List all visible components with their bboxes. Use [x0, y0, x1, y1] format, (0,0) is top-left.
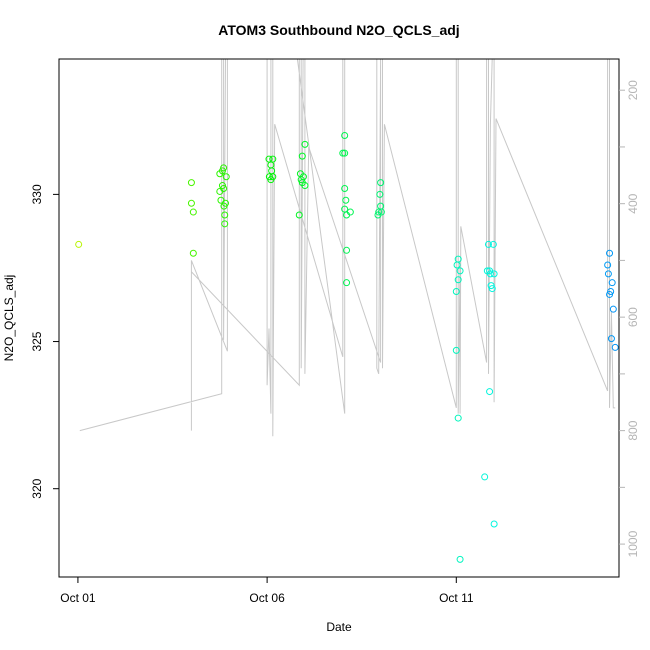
- altitude-profile-line: [79, 58, 616, 437]
- data-point: [269, 155, 277, 163]
- data-point: [339, 149, 347, 157]
- data-point: [453, 261, 461, 269]
- x-tick-label: Oct 01: [60, 591, 96, 605]
- y-tick-label: 325: [30, 331, 44, 351]
- data-point: [220, 164, 228, 172]
- data-point: [222, 173, 230, 181]
- x-tick-label: Oct 11: [439, 591, 474, 605]
- data-point: [376, 190, 384, 198]
- data-point: [452, 346, 460, 354]
- data-point: [295, 211, 303, 219]
- data-point: [486, 388, 494, 396]
- data-point: [187, 179, 195, 187]
- data-point: [604, 270, 612, 278]
- data-point: [221, 220, 229, 228]
- data-point: [221, 211, 229, 219]
- data-point: [343, 279, 351, 287]
- data-point: [267, 176, 275, 184]
- data-point: [609, 305, 617, 313]
- x-tick-label: Oct 06: [249, 591, 285, 605]
- data-point: [221, 199, 229, 207]
- data-point: [486, 270, 494, 278]
- data-point: [220, 185, 228, 192]
- data-point: [456, 267, 464, 275]
- data-point: [488, 285, 496, 293]
- data-point: [490, 270, 498, 278]
- data-point: [484, 240, 492, 248]
- data-point: [268, 167, 276, 175]
- x-axis-label: Date: [326, 620, 352, 634]
- data-point: [75, 240, 83, 248]
- y2-tick-label: 1000: [626, 530, 640, 557]
- chart-title: ATOM3 Southbound N2O_QCLS_adj: [218, 22, 459, 38]
- data-point: [298, 152, 306, 160]
- data-point: [490, 520, 498, 528]
- x-axis: Oct 01 Oct 06 Oct 11: [60, 577, 474, 605]
- data-point: [604, 261, 612, 269]
- data-point: [301, 182, 309, 190]
- y2-tick-label: 200: [626, 80, 640, 100]
- data-point: [454, 255, 462, 263]
- data-point: [187, 199, 195, 207]
- data-point: [377, 208, 385, 216]
- y2-tick-label: 400: [626, 193, 640, 213]
- data-point: [489, 240, 497, 248]
- data-point: [341, 132, 349, 140]
- data-points-layer: [75, 132, 619, 563]
- data-point: [454, 276, 462, 284]
- data-point: [607, 288, 615, 296]
- secondary-y-axis: 200 400 600 800 1000: [619, 80, 640, 557]
- data-point: [343, 246, 351, 254]
- data-point: [342, 196, 350, 204]
- y-tick-label: 320: [30, 478, 44, 498]
- data-point: [611, 343, 619, 351]
- data-point: [452, 288, 460, 296]
- y-axis: 320 325 330: [30, 184, 59, 499]
- data-point: [299, 173, 307, 181]
- data-point: [454, 414, 462, 422]
- data-point: [189, 249, 197, 257]
- profile-line-layer: [79, 58, 616, 437]
- data-point: [377, 179, 385, 187]
- data-point: [189, 208, 197, 216]
- data-point: [301, 140, 309, 148]
- y2-tick-label: 600: [626, 307, 640, 327]
- y2-tick-label: 800: [626, 420, 640, 440]
- data-point: [341, 149, 349, 157]
- data-point: [481, 473, 489, 481]
- data-point: [346, 208, 354, 216]
- data-point: [608, 279, 616, 287]
- y-axis-label: N2O_QCLS_adj: [2, 275, 16, 362]
- data-point: [606, 249, 614, 257]
- data-point: [607, 335, 615, 343]
- plot-frame: [58, 58, 620, 578]
- y-tick-label: 330: [30, 184, 44, 204]
- data-point: [456, 555, 464, 563]
- data-point: [341, 185, 349, 192]
